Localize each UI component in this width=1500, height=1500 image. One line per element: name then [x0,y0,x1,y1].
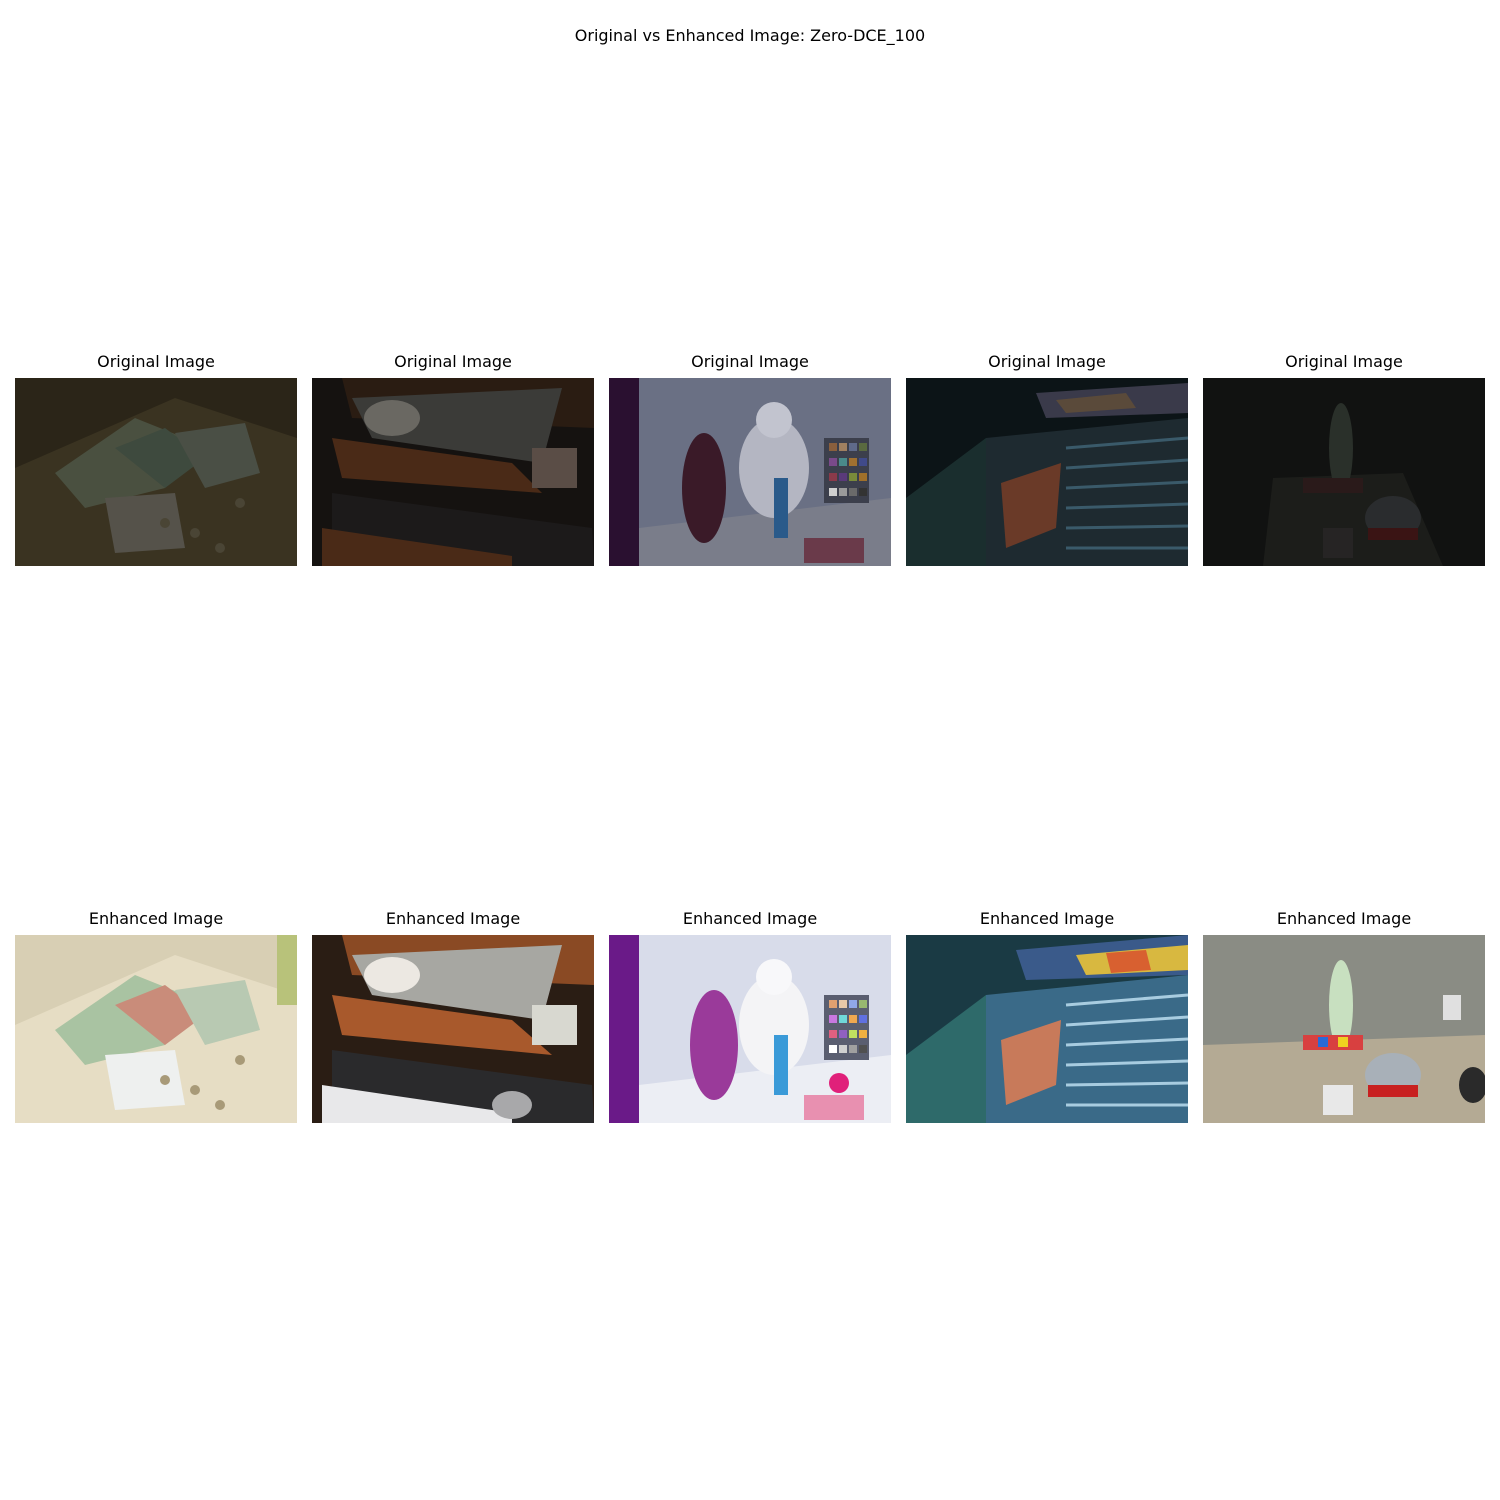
original-panel-items: Original Image [1203,352,1485,566]
panel-title: Enhanced Image [1203,909,1485,929]
panel-title: Original Image [609,352,891,372]
panel-title: Original Image [1203,352,1485,372]
figure-title: Original vs Enhanced Image: Zero-DCE_100 [0,26,1500,45]
enhanced-image-drawers [312,935,594,1123]
original-image-drawers [312,378,594,566]
enhanced-panel-drawers: Enhanced Image [312,909,594,1123]
enhanced-image-money [15,935,297,1123]
enhanced-panel-stadium: Enhanced Image [906,909,1188,1123]
enhanced-panel-toys: Enhanced Image [609,909,891,1123]
original-panel-money: Original Image [15,352,297,566]
panel-title: Enhanced Image [609,909,891,929]
panel-title: Original Image [906,352,1188,372]
original-image-money [15,378,297,566]
panel-title: Enhanced Image [15,909,297,929]
panel-title: Original Image [312,352,594,372]
original-panel-drawers: Original Image [312,352,594,566]
enhanced-panel-items: Enhanced Image [1203,909,1485,1123]
original-row: Original Image Original Image [15,352,1485,562]
panel-title: Enhanced Image [906,909,1188,929]
enhanced-panel-money: Enhanced Image [15,909,297,1123]
original-image-items [1203,378,1485,566]
original-panel-toys: Original Image [609,352,891,566]
original-image-toys [609,378,891,566]
enhanced-image-stadium [906,935,1188,1123]
panel-title: Enhanced Image [312,909,594,929]
panel-title: Original Image [15,352,297,372]
original-image-stadium [906,378,1188,566]
enhanced-row: Enhanced Image Enhanced Image [15,909,1485,1119]
original-panel-stadium: Original Image [906,352,1188,566]
enhanced-image-items [1203,935,1485,1123]
enhanced-image-toys [609,935,891,1123]
